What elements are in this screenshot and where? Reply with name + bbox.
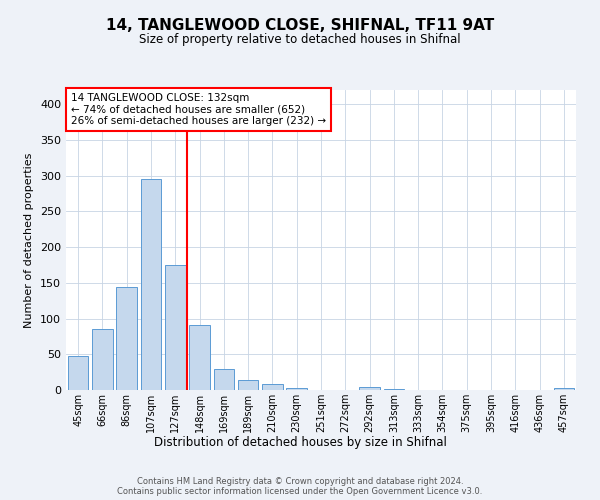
- Bar: [116, 287, 137, 390]
- Bar: [68, 356, 88, 390]
- Bar: [238, 380, 259, 390]
- Y-axis label: Number of detached properties: Number of detached properties: [25, 152, 34, 328]
- Bar: [214, 368, 234, 390]
- Bar: [359, 387, 380, 390]
- Bar: [189, 325, 210, 390]
- Bar: [286, 388, 307, 390]
- Text: Distribution of detached houses by size in Shifnal: Distribution of detached houses by size …: [154, 436, 446, 449]
- Text: Contains public sector information licensed under the Open Government Licence v3: Contains public sector information licen…: [118, 486, 482, 496]
- Bar: [92, 328, 113, 390]
- Bar: [554, 388, 574, 390]
- Bar: [165, 265, 185, 390]
- Bar: [383, 388, 404, 390]
- Text: Size of property relative to detached houses in Shifnal: Size of property relative to detached ho…: [139, 32, 461, 46]
- Text: 14, TANGLEWOOD CLOSE, SHIFNAL, TF11 9AT: 14, TANGLEWOOD CLOSE, SHIFNAL, TF11 9AT: [106, 18, 494, 32]
- Text: Contains HM Land Registry data © Crown copyright and database right 2024.: Contains HM Land Registry data © Crown c…: [137, 476, 463, 486]
- Bar: [140, 178, 161, 390]
- Text: 14 TANGLEWOOD CLOSE: 132sqm
← 74% of detached houses are smaller (652)
26% of se: 14 TANGLEWOOD CLOSE: 132sqm ← 74% of det…: [71, 93, 326, 126]
- Bar: [262, 384, 283, 390]
